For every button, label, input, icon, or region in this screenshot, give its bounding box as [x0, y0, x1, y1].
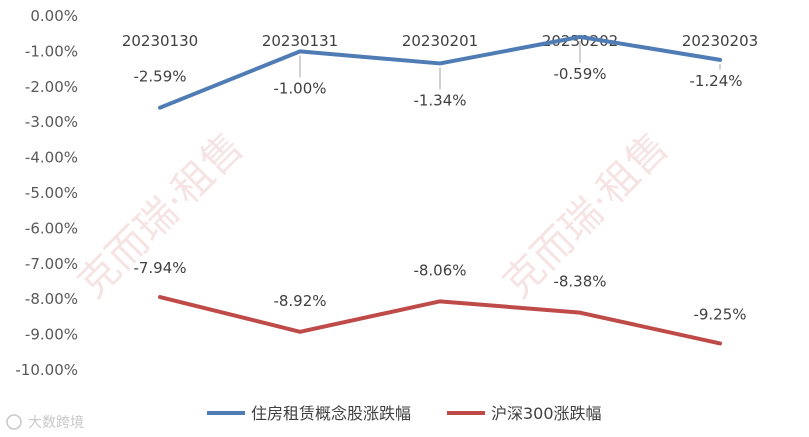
x-tick-label: 20230203: [682, 32, 758, 50]
data-point: [578, 311, 582, 315]
y-tick-label: -6.00%: [25, 219, 78, 237]
y-tick-label: 0.00%: [30, 7, 78, 25]
data-point: [298, 49, 302, 53]
data-label: -1.24%: [689, 72, 742, 90]
y-tick-label: -10.00%: [15, 361, 78, 379]
y-tick-label: -4.00%: [25, 149, 78, 167]
corner-watermark: 大数跨境: [6, 414, 84, 431]
data-label: -1.00%: [273, 79, 326, 97]
y-tick-label: -1.00%: [25, 42, 78, 60]
y-axis: 0.00% -1.00% -2.00% -3.00% -4.00% -5.00% -6.00…: [15, 7, 78, 379]
series-lines: [158, 34, 722, 346]
series-line-2: [158, 295, 722, 346]
data-point: [158, 295, 162, 299]
data-labels: -2.59% -1.00% -1.34% -0.59% -1.24% -7.94% -8.9…: [133, 40, 747, 323]
data-label: -2.59%: [133, 68, 186, 86]
y-tick-label: -9.00%: [25, 326, 78, 344]
corner-logo-icon: [6, 414, 22, 430]
data-point: [438, 61, 442, 65]
y-tick-label: -2.00%: [25, 78, 78, 96]
data-point: [718, 58, 722, 62]
x-tick-label: 20230201: [402, 32, 478, 50]
data-label: -1.34%: [413, 91, 466, 109]
y-tick-label: -5.00%: [25, 184, 78, 202]
data-label: -8.92%: [273, 292, 326, 310]
x-tick-label: 20230131: [262, 32, 338, 50]
data-point: [298, 330, 302, 334]
data-point: [158, 106, 162, 110]
corner-watermark-text: 大数跨境: [28, 415, 84, 431]
data-point: [718, 341, 722, 345]
data-label: -8.06%: [413, 261, 466, 279]
x-axis: 20230130 20230131 20230201 20230202 20230203: [122, 32, 758, 50]
legend-label: 住房租赁概念股涨跌幅: [251, 404, 411, 423]
data-label: -8.38%: [553, 273, 606, 291]
watermark-text: 克而瑞·租售: [70, 124, 253, 307]
y-tick-label: -8.00%: [25, 290, 78, 308]
legend: 住房租赁概念股涨跌幅 沪深300涨跌幅: [207, 404, 602, 423]
legend-label: 沪深300涨跌幅: [491, 404, 602, 423]
x-tick-label: 20230130: [122, 32, 198, 50]
y-tick-label: -3.00%: [25, 113, 78, 131]
data-point: [438, 299, 442, 303]
y-tick-label: -7.00%: [25, 255, 78, 273]
data-label: -7.94%: [133, 259, 186, 277]
data-label: -0.59%: [553, 65, 606, 83]
data-label: -9.25%: [693, 305, 746, 323]
data-point: [578, 35, 582, 39]
